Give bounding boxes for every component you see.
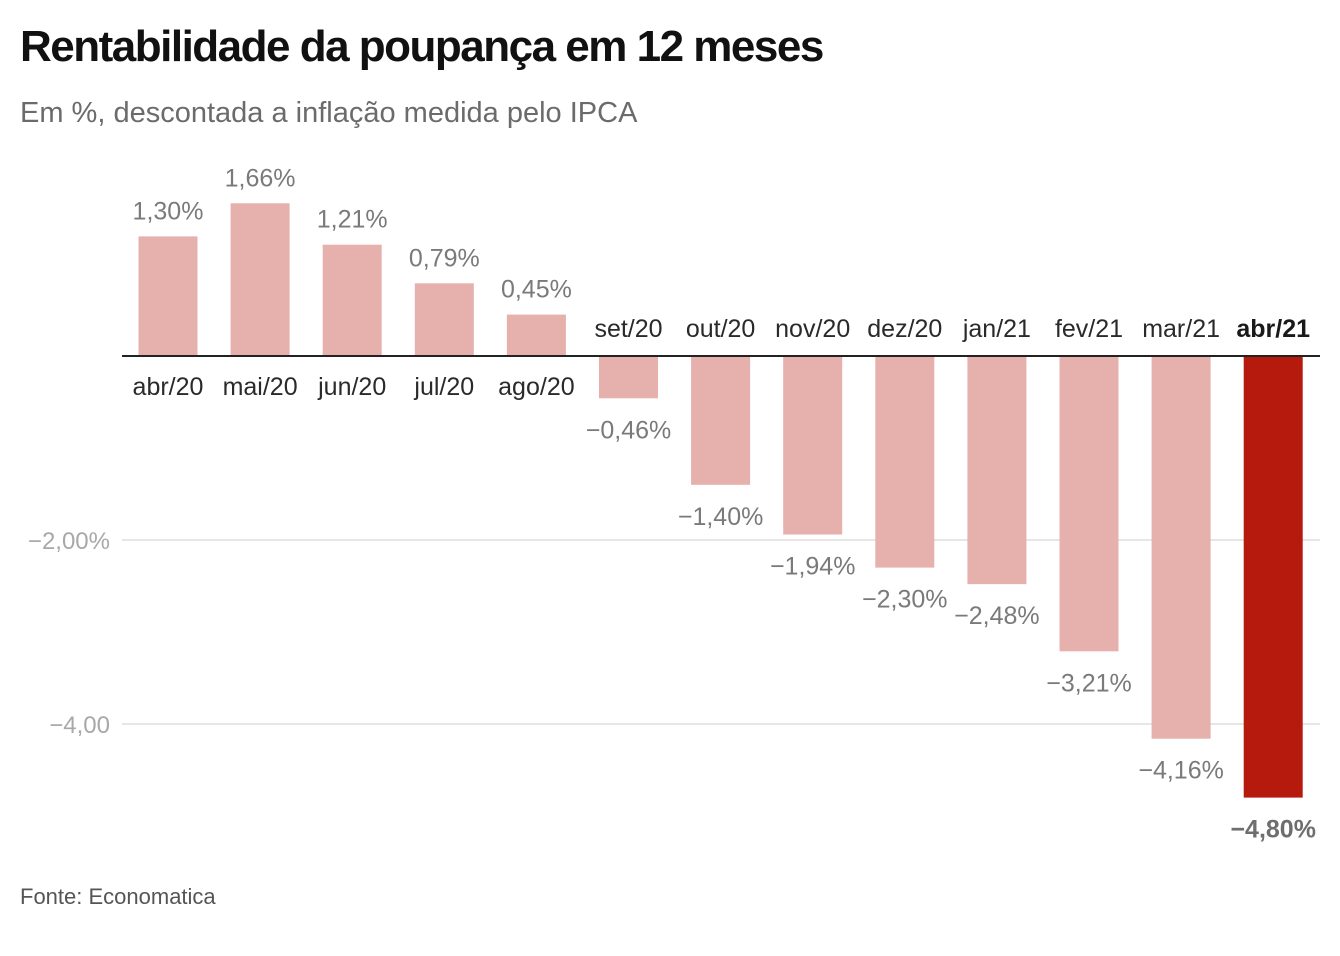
bar — [967, 356, 1027, 585]
bar — [1151, 356, 1211, 739]
bar — [414, 283, 474, 356]
chart-subtitle: Em %, descontada a inflação medida pelo … — [20, 97, 638, 129]
category-label: jul/20 — [413, 373, 474, 401]
bar — [599, 356, 658, 399]
category-label: jan/21 — [962, 315, 1031, 343]
y-tick-label: −4,00 — [49, 712, 110, 739]
value-label: 1,30% — [133, 197, 204, 225]
value-label: 1,66% — [225, 164, 296, 192]
bar-highlight — [1243, 356, 1303, 798]
bar — [783, 356, 843, 535]
bar — [230, 203, 290, 356]
category-label: mai/20 — [223, 373, 298, 401]
category-label: mar/21 — [1142, 315, 1220, 343]
value-label: 1,21% — [317, 206, 388, 234]
value-label: −2,48% — [954, 602, 1040, 630]
value-label: −4,16% — [1138, 757, 1224, 785]
value-label: −1,40% — [678, 503, 764, 531]
category-label: dez/20 — [867, 315, 942, 343]
value-label: 0,79% — [409, 244, 480, 272]
chart-title: Rentabilidade da poupança em 12 meses — [20, 22, 824, 71]
category-label: fev/21 — [1055, 315, 1123, 343]
bar — [322, 244, 382, 356]
category-label: out/20 — [686, 315, 756, 343]
value-label: −1,94% — [770, 552, 856, 580]
y-tick-label: −2,00% — [28, 528, 110, 555]
value-label: −0,46% — [586, 416, 672, 444]
category-label: set/20 — [594, 315, 662, 343]
value-label: 0,45% — [501, 276, 572, 304]
category-label: abr/21 — [1236, 315, 1310, 343]
category-label: jun/20 — [317, 373, 386, 401]
bar — [875, 356, 935, 568]
value-label: −4,80% — [1230, 816, 1316, 844]
bar — [691, 356, 751, 485]
category-label: ago/20 — [498, 373, 574, 401]
source-note: Fonte: Economatica — [20, 884, 216, 909]
bar — [1059, 356, 1119, 652]
bar — [138, 236, 198, 356]
category-label: abr/20 — [133, 373, 204, 401]
value-label: −2,30% — [862, 586, 948, 614]
value-label: −3,21% — [1046, 669, 1132, 697]
bar — [506, 314, 566, 356]
category-label: nov/20 — [775, 315, 850, 343]
